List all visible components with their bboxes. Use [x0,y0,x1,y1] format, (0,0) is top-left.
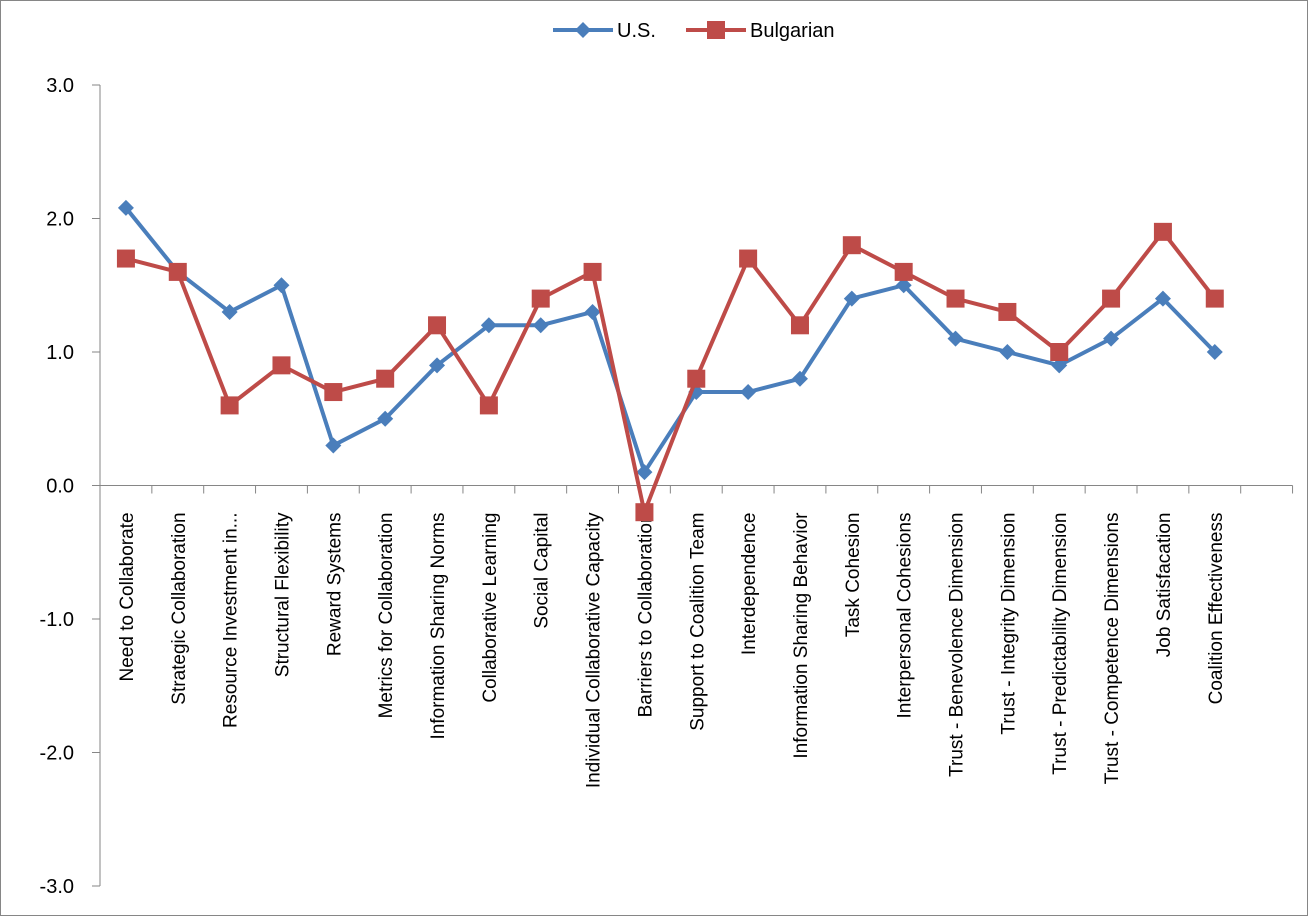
x-tick-label: Individual Collaborative Capacity [584,512,605,788]
x-tick-label: Metrics for Collaboration [376,513,397,719]
legend-marker [575,22,591,38]
y-tick-label: -2.0 [40,743,74,765]
data-point [429,357,446,374]
x-tick-label: Information Sharing Norms [428,513,449,740]
x-tick-label: Barriers to Collaboration [635,513,656,718]
data-point [324,383,343,402]
x-tick-label: Trust - Integrity Dimension [998,513,1019,735]
data-point [1050,343,1069,361]
data-point [947,330,964,347]
x-tick-label: Task Cohesion [843,513,864,638]
data-point [168,262,187,281]
data-point [790,316,809,335]
data-point [1154,290,1171,307]
legend-item-us: U.S. [553,20,656,42]
data-point [999,344,1016,360]
legend-label: U.S. [617,20,656,42]
data-point [1153,222,1172,241]
x-tick-label: Reward Systems [324,513,345,657]
x-tick-label: Job Satisfacation [1154,513,1175,658]
data-point [531,289,550,308]
axes: 3.0 2.0 1.0 0.0 -1.0 -2.0 -3.0 Need to Collabor… [40,75,1294,898]
data-point [1103,330,1120,347]
legend-label: Bulgarian [750,20,835,42]
data-point [1206,344,1223,360]
data-point [842,236,861,255]
y-tick-label: 0.0 [46,476,74,498]
data-point [584,303,601,320]
x-tick-label: Support to Coalition Team [687,513,708,731]
data-point [1205,289,1224,308]
x-tick-label: Trust - Competence Dimensions [1102,513,1123,785]
data-point [272,356,291,375]
x-tick-label: Coalition Effectiveness [1206,513,1227,705]
data-point [740,384,757,401]
data-point [895,277,912,294]
data-point [116,249,135,268]
y-tick-label: 3.0 [46,75,74,97]
legend-marker [707,21,725,39]
data-point [1051,357,1068,374]
x-tick-label: Structural Flexibility [272,512,293,677]
series-layer [116,199,1224,522]
data-point [946,289,965,308]
series-line [124,206,1217,475]
legend: U.S. Bulgarian [553,20,835,42]
x-tick-label: Social Capital [532,513,553,629]
data-point [480,317,497,334]
data-point [532,317,549,334]
data-point [221,303,238,320]
x-tick-label: Collaborative Learning [480,513,501,703]
y-tick-label: 1.0 [46,342,74,364]
x-tick-label: Information Sharing Behavior [791,512,812,759]
data-point [377,410,394,427]
y-tick-label: -3.0 [40,876,74,898]
data-point [273,277,290,294]
series-bulgarian [116,222,1224,522]
x-tick-label: Resource Investment in... [221,513,242,728]
legend-item-bulgarian: Bulgarian [686,20,835,42]
data-point [325,437,342,454]
data-point [687,369,706,388]
y-tick-label: 2.0 [46,209,74,231]
x-tick-label: Trust - Predictability Dimension [1050,513,1071,775]
series-line [125,229,1217,515]
data-point [376,369,395,388]
x-tick-label: Strategic Collaboration [169,513,190,705]
x-tick-label: Interdependence [739,513,760,656]
data-point [636,464,653,481]
data-point [894,262,913,281]
data-point [635,503,654,522]
series-us [117,199,1223,481]
data-point [791,370,808,387]
data-point [479,396,498,415]
data-point [739,249,758,268]
data-point [843,290,860,307]
x-tick-label: Trust - Benevolence Dimension [947,513,968,777]
data-point [998,302,1017,321]
x-tick-label: Need to Collaborate [117,513,138,682]
y-tick-label: -1.0 [40,609,74,631]
data-point [117,199,134,216]
data-point [1102,289,1121,308]
data-point [220,396,239,415]
data-point [428,316,447,335]
x-tick-label: Interpersonal Cohesions [895,513,916,719]
data-point [583,262,602,281]
